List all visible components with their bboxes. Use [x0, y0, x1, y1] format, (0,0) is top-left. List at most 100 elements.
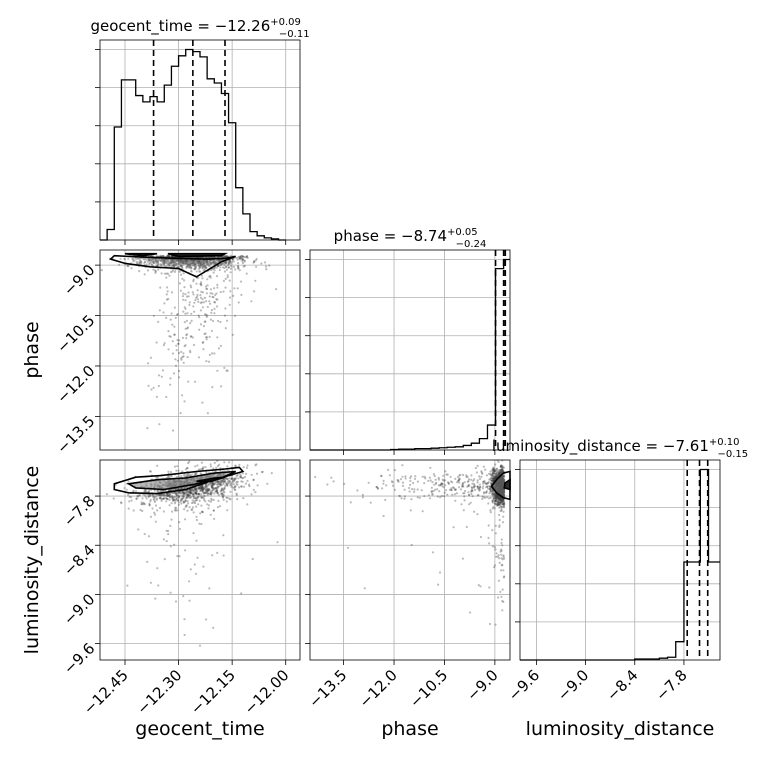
scatter-point [487, 524, 490, 527]
scatter-point [157, 261, 160, 264]
scatter-point [196, 486, 199, 489]
scatter-point [498, 481, 501, 484]
scatter-point [188, 301, 191, 304]
scatter-point [467, 491, 470, 494]
scatter-point [201, 490, 205, 493]
scatter-point [501, 475, 504, 478]
tick-label-x-geocent-time: −12.00 [241, 666, 293, 718]
scatter-point [191, 260, 194, 263]
scatter-point [207, 487, 210, 490]
scatter-point [204, 332, 207, 335]
scatter-point [461, 482, 464, 485]
scatter-point [246, 256, 249, 259]
scatter-point [410, 475, 413, 478]
scatter-point [149, 515, 153, 518]
scatter-point [495, 484, 498, 487]
scatter-point [184, 307, 187, 310]
scatter-point [496, 488, 499, 491]
scatter-point [143, 490, 147, 493]
scatter-point [189, 496, 192, 500]
scatter-point [213, 483, 216, 486]
scatter-point [204, 491, 207, 494]
scatter-point [185, 491, 188, 494]
scatter-point [195, 492, 198, 495]
scatter-point [209, 493, 213, 496]
scatter-point [494, 469, 497, 472]
scatter-point [205, 485, 208, 488]
scatter-point [167, 264, 170, 267]
scatter-point [188, 494, 191, 497]
scatter-point [217, 480, 220, 483]
scatter-point [502, 495, 506, 498]
scatter-point [180, 264, 183, 267]
scatter-point [167, 297, 170, 301]
scatter-point [443, 495, 446, 498]
scatter-point [141, 503, 144, 506]
scatter-point [200, 301, 203, 304]
scatter-point [501, 477, 504, 480]
scatter-point [163, 342, 166, 345]
scatter-point [229, 490, 232, 493]
scatter-point [494, 524, 497, 528]
scatter-point [139, 260, 142, 263]
scatter-point [499, 471, 502, 474]
scatter-point [498, 490, 502, 493]
scatter-point [147, 384, 150, 387]
scatter-point [490, 481, 493, 484]
scatter-point [189, 491, 192, 494]
scatter-point [175, 264, 178, 267]
scatter-point [499, 503, 502, 506]
scatter-point [182, 261, 185, 264]
scatter-point [120, 502, 123, 505]
scatter-point [493, 507, 496, 510]
scatter-point [489, 488, 492, 491]
scatter-point [185, 497, 188, 500]
scatter-point [482, 485, 485, 488]
scatter-point [181, 261, 185, 264]
scatter-point [123, 258, 126, 261]
scatter-point [240, 592, 243, 595]
scatter-point [499, 471, 502, 474]
scatter-point [490, 479, 493, 482]
scatter-point [186, 262, 190, 266]
scatter-point [197, 495, 200, 498]
scatter-point [210, 485, 213, 488]
scatter-point [168, 262, 171, 265]
scatter-point [501, 470, 504, 473]
scatter-point [399, 478, 403, 481]
scatter-point [162, 254, 165, 257]
scatter-point [495, 498, 498, 502]
scatter-point [194, 501, 197, 505]
scatter-point [223, 255, 226, 258]
scatter-point [486, 482, 489, 485]
scatter-point [498, 485, 501, 488]
scatter-point [197, 262, 200, 265]
scatter-point [495, 481, 498, 485]
scatter-point [369, 501, 372, 504]
scatter-point [461, 557, 464, 560]
scatter-point [169, 591, 172, 594]
scatter-point [159, 489, 162, 492]
scatter-point [498, 503, 501, 506]
scatter-point [498, 486, 502, 489]
scatter-point [191, 508, 194, 511]
scatter-point [179, 492, 182, 495]
scatter-point [177, 342, 180, 345]
scatter-point [499, 489, 502, 492]
scatter-point [172, 261, 175, 264]
scatter-point [500, 490, 503, 493]
scatter-point [493, 492, 496, 496]
scatter-point [498, 557, 501, 560]
scatter-point [469, 611, 472, 614]
scatter-point [463, 492, 466, 495]
scatter-point [493, 499, 497, 502]
scatter-point [206, 494, 209, 497]
scatter-point [203, 332, 206, 336]
scatter-point [205, 490, 209, 493]
scatter-point [457, 479, 461, 482]
scatter-point [202, 261, 205, 264]
scatter-point [429, 466, 432, 469]
scatter-point [207, 264, 210, 267]
scatter-point [255, 463, 258, 466]
scatter-point [490, 473, 494, 476]
